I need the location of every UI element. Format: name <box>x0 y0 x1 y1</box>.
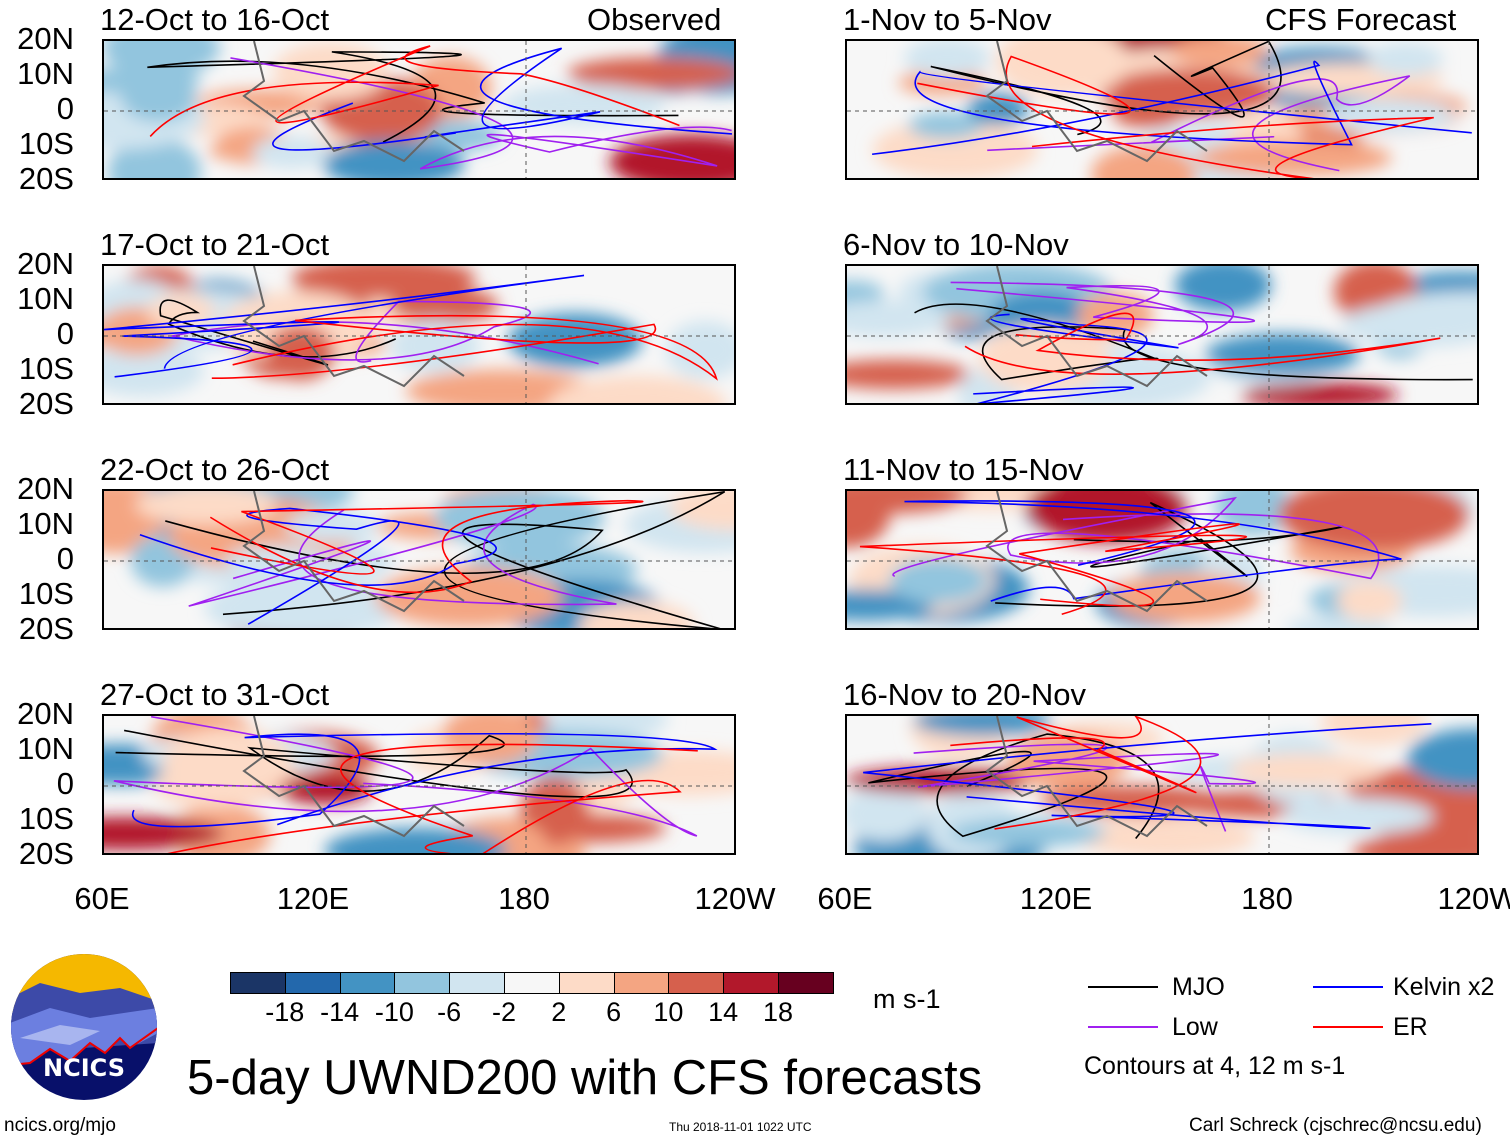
observed-label: Observed <box>587 2 722 37</box>
legend-label-low: Low <box>1172 1013 1218 1041</box>
lat-label: 20S <box>18 161 74 196</box>
lon-label: 120E <box>1019 881 1093 916</box>
colorbar-swatch <box>449 972 505 994</box>
lon-label: 120E <box>276 881 350 916</box>
lat-label: 10S <box>18 351 74 386</box>
colorbar-units: m s-1 <box>873 984 941 1014</box>
panel-title: 1-Nov to 5-Nov <box>843 2 1052 37</box>
legend-line-kelvin <box>1313 986 1383 988</box>
legend-line-low <box>1088 1026 1158 1028</box>
panel-title: 22-Oct to 26-Oct <box>100 452 330 487</box>
panel-title: 17-Oct to 21-Oct <box>100 227 330 262</box>
legend-line-mjo <box>1088 986 1158 988</box>
figure-title: 5-day UWND200 with CFS forecasts <box>187 1051 983 1105</box>
lat-label: 10N <box>17 56 74 91</box>
forecast-label: CFS Forecast <box>1265 2 1457 37</box>
colorbar-swatch <box>394 972 451 994</box>
colorbar-label: 6 <box>606 997 622 1027</box>
colorbar-label: -2 <box>491 997 517 1027</box>
lon-label: 120W <box>694 881 776 916</box>
colorbar-label: -14 <box>320 997 360 1027</box>
colorbar-label: 18 <box>762 997 794 1027</box>
legend-label-mjo: MJO <box>1172 973 1225 1001</box>
map-panel <box>845 39 1479 180</box>
colorbar-swatch <box>723 972 779 994</box>
lon-label: 120W <box>1437 881 1510 916</box>
colorbar-label: 14 <box>708 997 739 1027</box>
lat-label: 10N <box>17 731 74 766</box>
lat-label: 0 <box>56 316 74 351</box>
lat-label: 10S <box>18 801 74 836</box>
lat-label: 20N <box>17 21 74 56</box>
colorbar-swatch <box>778 972 834 994</box>
lat-label: 20S <box>18 836 74 871</box>
lat-label: 20S <box>18 386 74 421</box>
footer-url[interactable]: ncics.org/mjo <box>4 1115 116 1136</box>
footer-author: Carl Schreck (cjschrec@ncsu.edu) <box>1189 1115 1482 1136</box>
colorbar-label: -18 <box>265 997 305 1027</box>
logo-text: NCICS <box>43 1054 125 1082</box>
lat-label: 10S <box>18 576 74 611</box>
map-panel <box>845 489 1479 630</box>
colorbar-swatch <box>613 972 670 994</box>
lon-label: 180 <box>1241 881 1293 916</box>
panel-title: 11-Nov to 15-Nov <box>843 452 1084 487</box>
panel-title: 16-Nov to 20-Nov <box>843 677 1086 712</box>
map-panel <box>102 264 736 405</box>
lat-label: 20N <box>17 246 74 281</box>
map-panel <box>845 714 1479 855</box>
lat-label: 0 <box>56 91 74 126</box>
panel-title: 27-Oct to 31-Oct <box>100 677 330 712</box>
panel-title: 6-Nov to 10-Nov <box>843 227 1069 262</box>
lat-label: 0 <box>56 766 74 801</box>
colorbar-swatch <box>284 972 341 994</box>
lat-label: 10S <box>18 126 74 161</box>
panel-title: 12-Oct to 16-Oct <box>100 2 330 37</box>
lat-label: 10N <box>17 281 74 316</box>
colorbar-swatch <box>668 972 725 994</box>
colorbar-label: 2 <box>551 997 567 1027</box>
lat-label: 20N <box>17 471 74 506</box>
lon-label: 180 <box>498 881 550 916</box>
colorbar-label: -6 <box>437 997 462 1027</box>
legend-line-er <box>1313 1026 1383 1028</box>
map-panel <box>845 264 1479 405</box>
lat-label: 0 <box>56 541 74 576</box>
map-panel <box>102 489 736 630</box>
contour-note: Contours at 4, 12 m s-1 <box>1084 1052 1346 1080</box>
lat-label: 20S <box>18 611 74 646</box>
lon-label: 60E <box>817 881 873 916</box>
footer-timestamp: Thu 2018-11-01 1022 UTC <box>669 1120 812 1134</box>
lon-label: 60E <box>74 881 130 916</box>
colorbar-swatch <box>230 972 286 994</box>
lat-label: 10N <box>17 506 74 541</box>
colorbar-swatch <box>504 972 560 994</box>
colorbar-swatch <box>339 972 396 994</box>
colorbar-label: -10 <box>374 997 414 1027</box>
colorbar-swatch <box>558 972 615 994</box>
ncics-logo: NCICS <box>10 953 158 1101</box>
legend-label-er: ER <box>1393 1013 1428 1041</box>
legend-label-kelvin: Kelvin x2 <box>1393 973 1495 1001</box>
map-panel <box>102 714 736 855</box>
colorbar-label: 10 <box>653 997 684 1027</box>
map-panel <box>102 39 736 180</box>
lat-label: 20N <box>17 696 74 731</box>
